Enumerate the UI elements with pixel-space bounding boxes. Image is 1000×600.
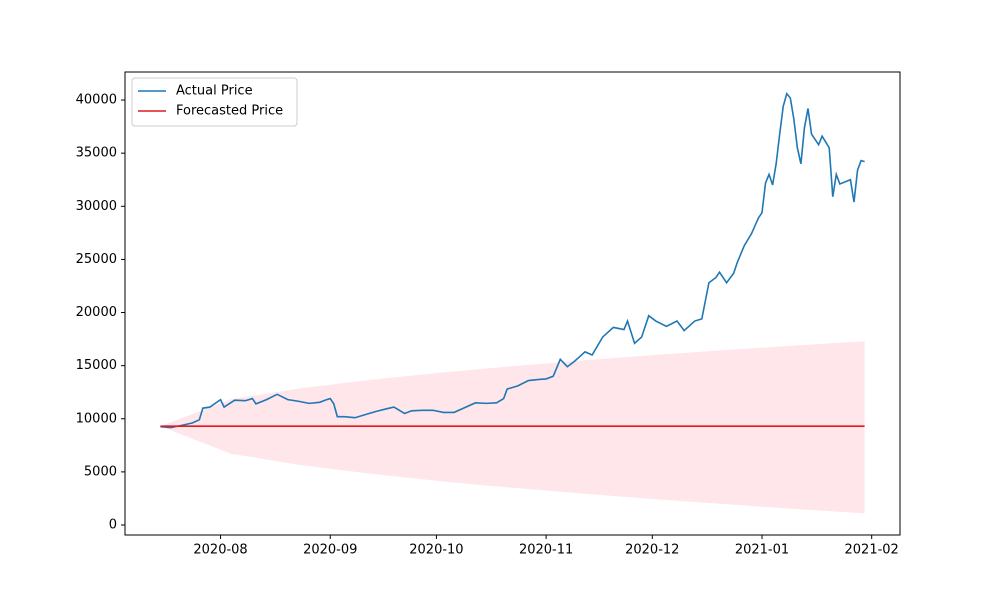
legend: Actual Price Forecasted Price [131, 77, 298, 127]
y-tick-label: 0 [109, 518, 117, 533]
series-line [160, 91, 865, 429]
y-tick-label: 40000 [76, 93, 117, 108]
x-tick-label: 2020-09 [303, 543, 357, 558]
legend-box [131, 77, 298, 127]
legend-label: Actual Price [176, 84, 253, 99]
x-tick-label: 2020-11 [519, 543, 573, 558]
x-tick-label: 2020-08 [193, 543, 247, 558]
y-tick-label: 10000 [76, 411, 117, 426]
y-tick-label: 25000 [76, 252, 117, 267]
y-tick-label: 15000 [76, 358, 117, 373]
x-tick-label: 2021-02 [845, 543, 899, 558]
x-tick-label: 2020-10 [409, 543, 463, 558]
x-tick-label: 2021-01 [735, 543, 789, 558]
x-tick-label: 2020-12 [625, 543, 679, 558]
y-tick-label: 5000 [84, 464, 117, 479]
plot-frame [124, 71, 901, 536]
confidence-band [160, 341, 865, 514]
y-tick-label: 20000 [76, 305, 117, 320]
legend-label: Forecasted Price [176, 104, 283, 119]
y-tick-label: 35000 [76, 146, 117, 161]
y-tick-label: 30000 [76, 199, 117, 214]
